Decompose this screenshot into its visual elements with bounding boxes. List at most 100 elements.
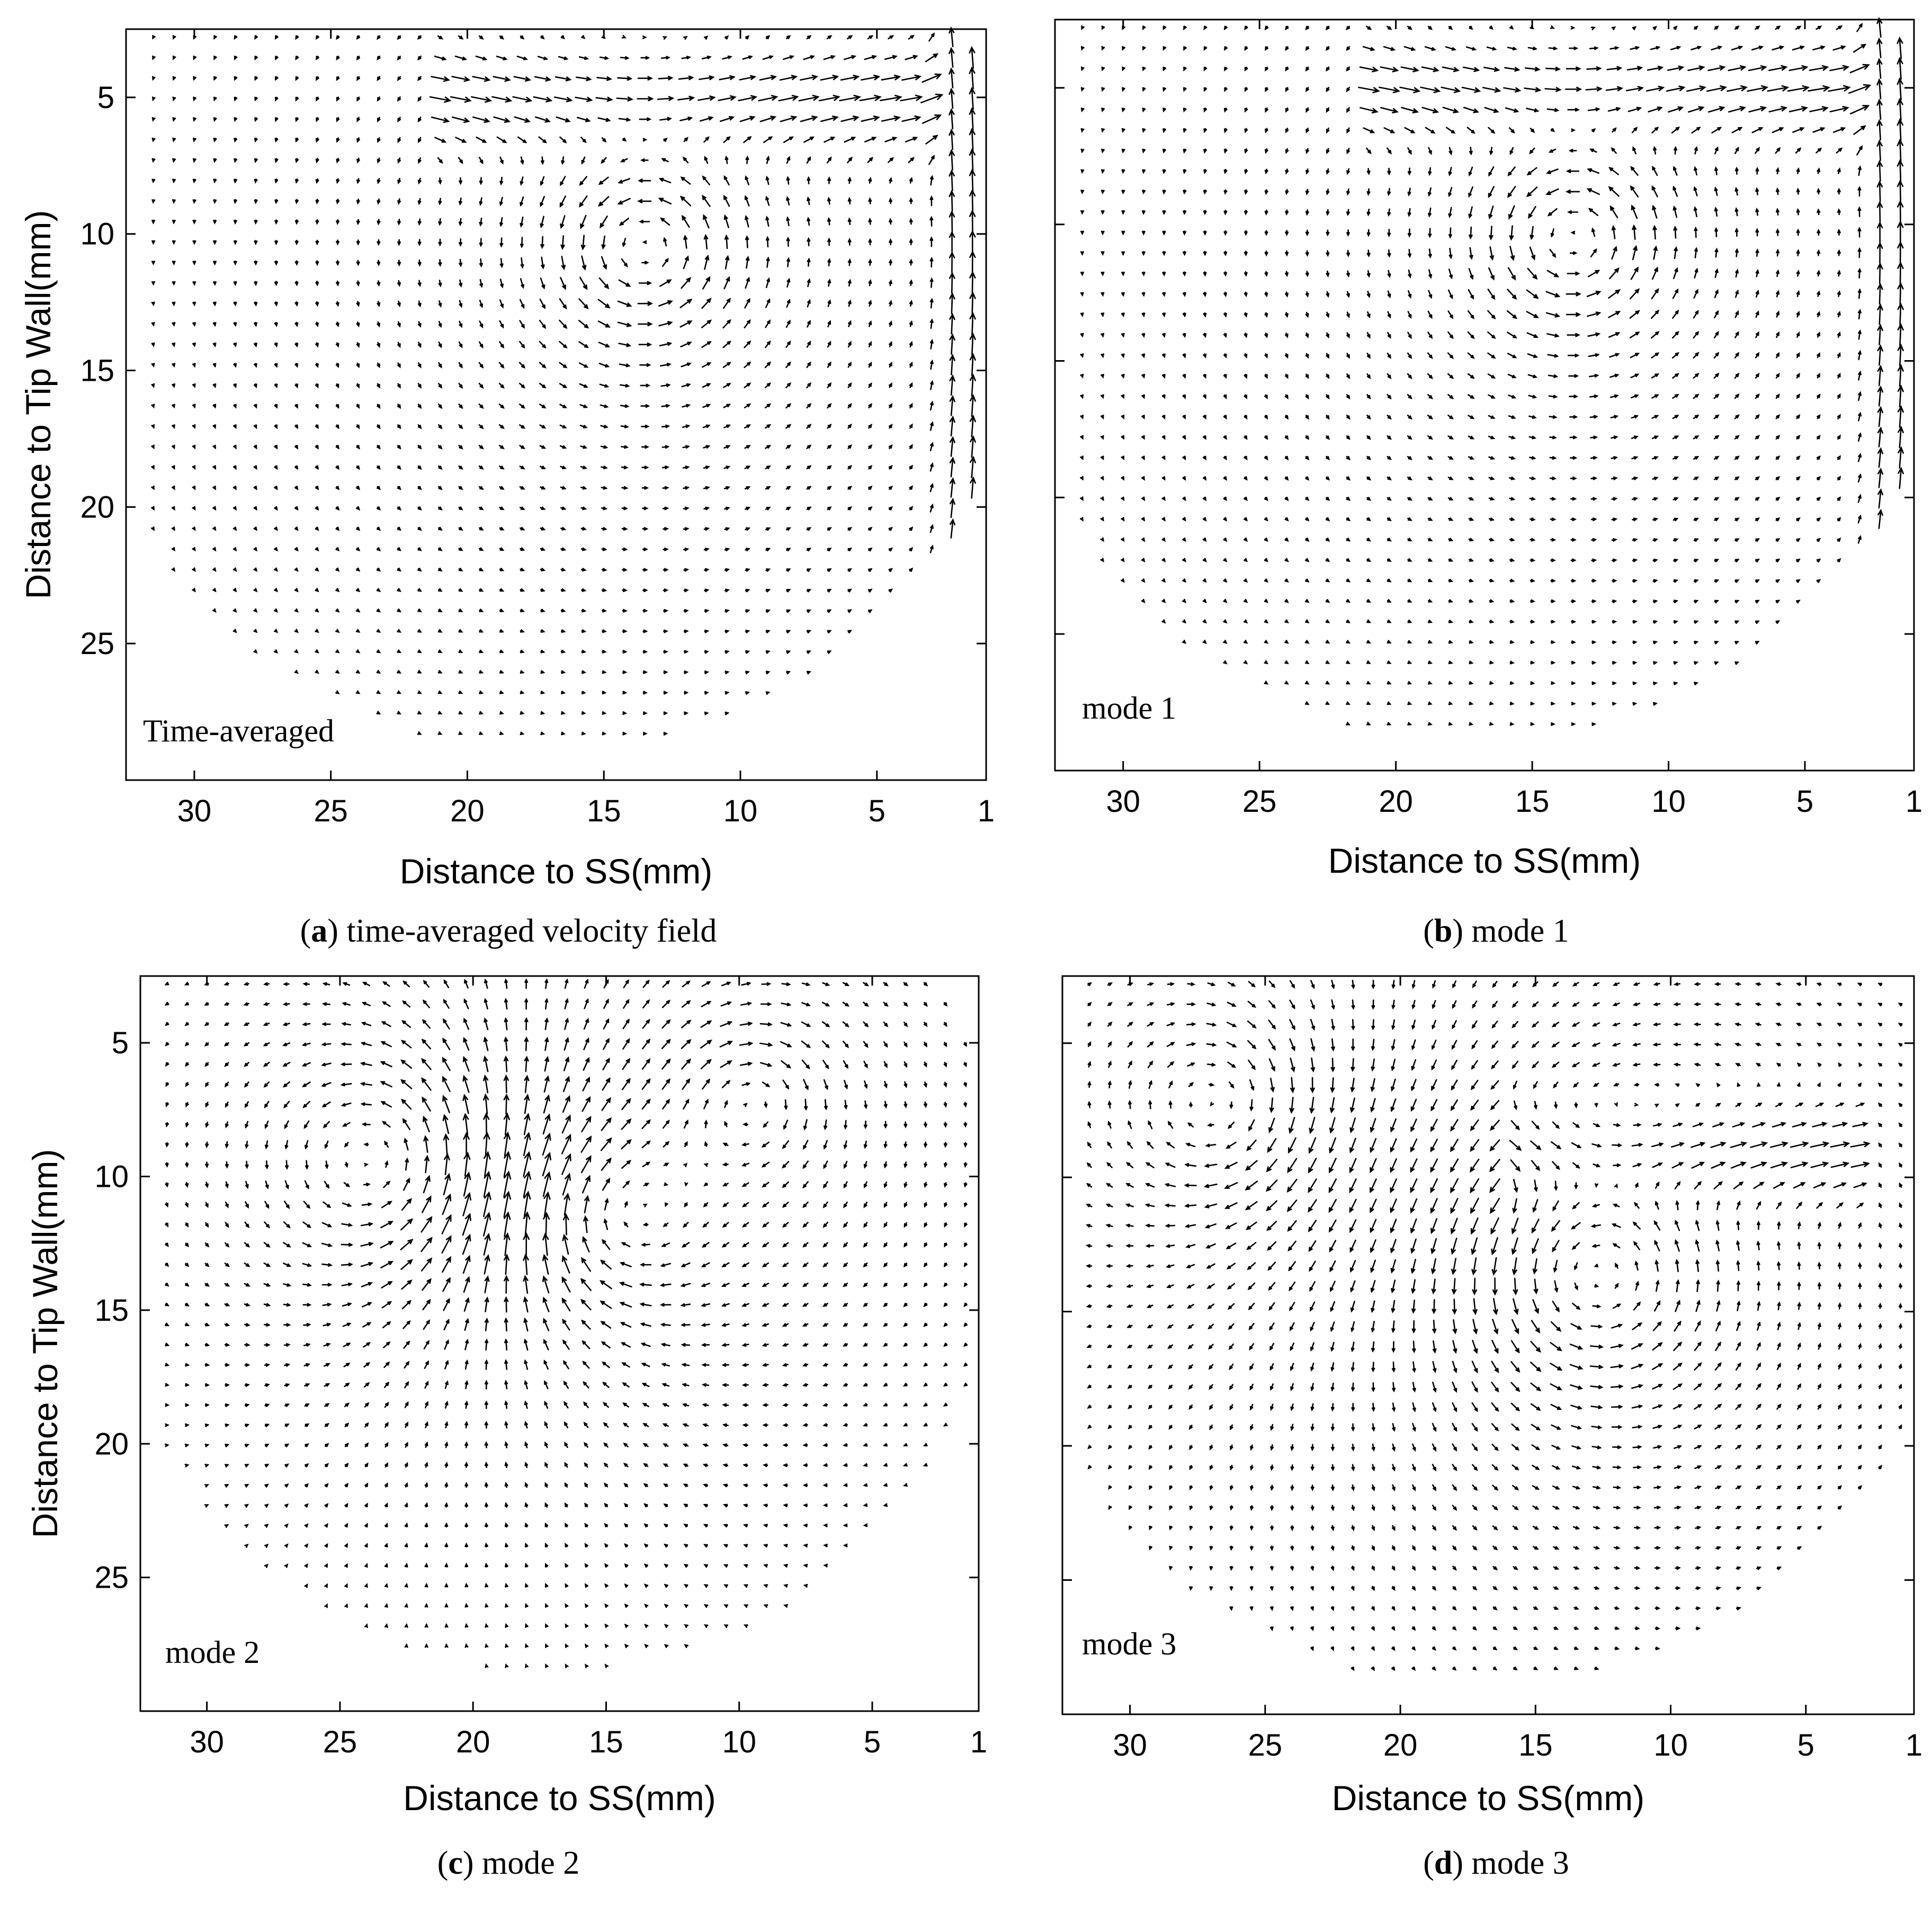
velocity-arrow <box>1442 66 1460 73</box>
velocity-arrow <box>1080 476 1084 481</box>
velocity-arrow <box>643 1563 649 1568</box>
velocity-arrow <box>1349 1178 1357 1194</box>
velocity-arrow <box>601 1137 612 1151</box>
velocity-arrow <box>862 1363 868 1367</box>
velocity-arrow <box>1850 1161 1870 1168</box>
velocity-arrow <box>724 588 730 593</box>
velocity-arrow <box>922 73 942 83</box>
velocity-arrow <box>1223 333 1227 338</box>
velocity-arrow <box>1775 147 1781 154</box>
velocity-arrow <box>1591 702 1597 706</box>
velocity-arrow <box>544 1421 548 1429</box>
velocity-arrow <box>1877 364 1883 387</box>
velocity-arrow <box>503 1170 512 1198</box>
velocity-arrow <box>304 1583 308 1588</box>
velocity-arrow <box>376 711 381 715</box>
velocity-arrow <box>661 445 670 449</box>
velocity-arrow <box>949 169 955 191</box>
velocity-arrow <box>377 137 381 144</box>
velocity-arrow <box>1652 1162 1663 1168</box>
velocity-arrow <box>165 1322 170 1327</box>
velocity-arrow <box>295 137 299 143</box>
velocity-arrow <box>1818 1322 1821 1330</box>
velocity-arrow <box>798 95 820 102</box>
velocity-arrow <box>889 424 893 429</box>
velocity-arrow <box>482 1093 489 1115</box>
velocity-arrow <box>944 1222 947 1228</box>
velocity-arrow <box>302 1303 312 1307</box>
velocity-arrow <box>1817 270 1821 277</box>
velocity-arrow <box>1670 46 1681 50</box>
velocity-arrow <box>1631 415 1639 419</box>
velocity-arrow <box>253 629 258 633</box>
velocity-arrow <box>843 1283 848 1287</box>
velocity-arrow <box>1380 106 1399 114</box>
velocity-arrow <box>1714 166 1718 175</box>
velocity-arrow <box>243 982 249 986</box>
velocity-arrow <box>1346 619 1351 623</box>
velocity-arrow <box>1694 579 1699 583</box>
velocity-arrow <box>1243 619 1248 624</box>
velocity-arrow <box>1610 415 1619 419</box>
velocity-arrow <box>1431 1079 1437 1091</box>
velocity-arrow <box>325 1160 329 1169</box>
velocity-arrow <box>1566 291 1581 297</box>
velocity-arrow <box>1430 1198 1438 1214</box>
velocity-arrow <box>192 261 196 266</box>
velocity-arrow <box>1755 166 1759 175</box>
velocity-arrow <box>1612 1023 1621 1027</box>
velocity-arrow <box>192 219 196 225</box>
velocity-arrow <box>484 998 488 1010</box>
velocity-arrow <box>619 383 630 388</box>
velocity-arrow <box>640 56 650 60</box>
velocity-arrow <box>464 1623 469 1628</box>
velocity-arrow <box>1629 310 1640 319</box>
velocity-arrow <box>761 982 772 986</box>
velocity-arrow <box>1411 1059 1417 1071</box>
velocity-arrow <box>929 524 934 533</box>
velocity-arrow <box>909 464 913 470</box>
velocity-arrow <box>1527 47 1538 50</box>
velocity-arrow <box>335 649 340 654</box>
velocity-arrow <box>642 1038 651 1050</box>
velocity-arrow <box>621 1139 632 1150</box>
velocity-arrow <box>1755 25 1760 30</box>
velocity-arrow <box>376 567 381 572</box>
velocity-arrow <box>1383 127 1396 133</box>
velocity-arrow <box>263 1242 271 1248</box>
velocity-arrow <box>184 1042 189 1046</box>
velocity-arrow <box>1507 47 1517 51</box>
velocity-arrow <box>924 1222 928 1228</box>
velocity-arrow <box>295 158 299 164</box>
velocity-arrow <box>1609 353 1620 358</box>
velocity-arrow <box>1675 1258 1679 1273</box>
velocity-arrow <box>381 1301 392 1309</box>
velocity-arrow <box>1371 1039 1375 1051</box>
velocity-arrow <box>1755 352 1760 359</box>
velocity-arrow <box>171 506 175 511</box>
velocity-arrow <box>564 1442 568 1448</box>
velocity-arrow <box>844 1099 848 1110</box>
velocity-arrow <box>505 1582 508 1588</box>
velocity-arrow <box>1126 1284 1133 1288</box>
velocity-arrow <box>949 272 955 294</box>
velocity-arrow <box>623 1523 628 1528</box>
velocity-arrow <box>1244 455 1248 461</box>
velocity-arrow <box>1467 352 1475 359</box>
velocity-arrow <box>185 1182 189 1188</box>
velocity-arrow <box>475 56 488 61</box>
velocity-arrow <box>254 281 258 287</box>
velocity-arrow <box>969 311 976 336</box>
velocity-arrow <box>1326 87 1330 93</box>
velocity-arrow <box>1411 1079 1417 1091</box>
velocity-arrow <box>1107 1384 1112 1389</box>
velocity-arrow <box>464 1338 469 1350</box>
velocity-arrow <box>1461 86 1481 93</box>
velocity-arrow <box>544 1462 548 1468</box>
velocity-arrow <box>1549 415 1558 419</box>
velocity-arrow <box>663 36 668 40</box>
velocity-arrow <box>924 1022 928 1027</box>
velocity-arrow <box>584 1583 588 1588</box>
velocity-arrow <box>1080 108 1085 113</box>
velocity-arrow <box>305 1140 309 1150</box>
